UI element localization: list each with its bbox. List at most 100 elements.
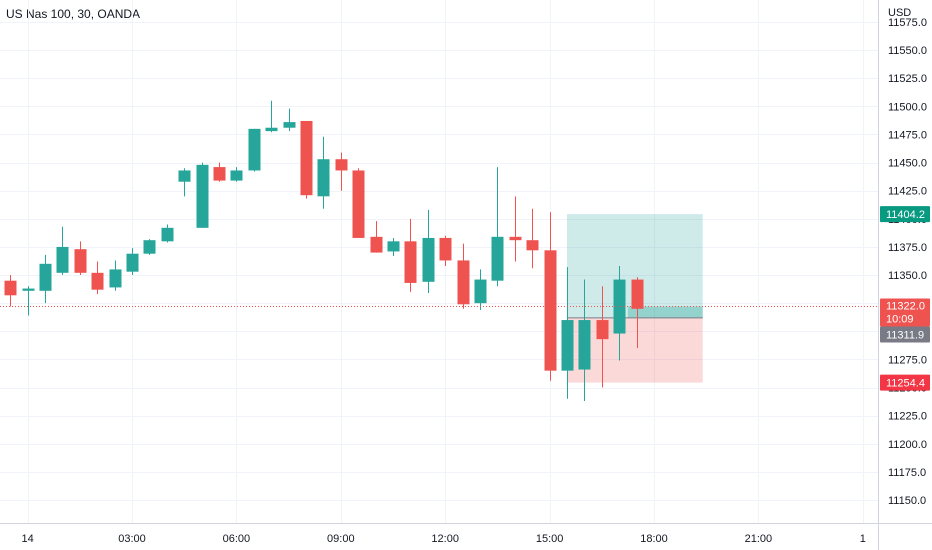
candle <box>439 235 452 267</box>
candle <box>39 254 52 304</box>
candle <box>283 108 296 132</box>
candle-body <box>352 170 365 238</box>
candle <box>404 218 417 292</box>
time-tick-label: 09:00 <box>327 533 355 545</box>
candle <box>387 237 400 256</box>
time-tick-label: 15:00 <box>536 533 564 545</box>
candle <box>422 209 435 294</box>
candle-body <box>143 240 156 254</box>
candle <box>491 167 504 287</box>
price-tag <box>880 374 930 391</box>
candle <box>509 196 522 262</box>
candle <box>143 239 156 255</box>
price-tag-label: 11254.4 <box>886 378 925 390</box>
candle-body <box>422 237 435 282</box>
candle <box>213 162 226 182</box>
price-tick-label: 11275.0 <box>888 354 927 366</box>
price-tick-label: 11550.0 <box>888 45 927 57</box>
time-tick-label: 1 <box>860 533 866 545</box>
candle-body <box>317 159 330 197</box>
price-tick-label: 11375.0 <box>888 242 927 254</box>
candle-body <box>526 240 539 251</box>
candle <box>370 221 383 253</box>
candle <box>248 128 261 172</box>
candle <box>4 275 17 307</box>
candle <box>352 168 365 238</box>
candle <box>178 168 191 197</box>
candle <box>544 212 557 381</box>
candle <box>91 261 104 295</box>
candle <box>596 286 609 388</box>
candle <box>317 136 330 209</box>
candle-body <box>56 246 69 273</box>
candle <box>335 152 348 191</box>
candle-body <box>22 288 35 291</box>
candle-body <box>613 279 626 334</box>
time-tick-label: 18:00 <box>640 533 668 545</box>
candle-body <box>39 263 52 291</box>
price-tick-label: 11225.0 <box>888 411 927 423</box>
last-price-tag <box>880 298 930 327</box>
candle-body <box>161 227 174 242</box>
candle <box>561 267 574 399</box>
candle <box>109 260 122 291</box>
price-tick-label: 11175.0 <box>888 467 926 479</box>
price-tick-label: 11150.0 <box>888 495 926 507</box>
price-tag <box>880 206 930 223</box>
candle <box>56 226 69 276</box>
candle-body <box>596 320 609 340</box>
open-profit-zone <box>627 306 703 318</box>
price-tag <box>880 326 930 343</box>
price-tag-label: 11311.9 <box>886 330 924 342</box>
candle-body <box>631 279 644 309</box>
candle <box>300 120 313 199</box>
candle-body <box>370 236 383 253</box>
candle-body <box>213 167 226 181</box>
price-tick-label: 11200.0 <box>888 439 927 451</box>
candle-body <box>265 127 278 132</box>
candle <box>578 279 591 402</box>
candle <box>631 277 644 349</box>
candle-body <box>404 241 417 283</box>
price-tick-label: 11350.0 <box>888 270 927 282</box>
candle-body <box>109 269 122 288</box>
grid-lines <box>0 0 878 523</box>
candle-body <box>561 320 574 371</box>
candle <box>22 286 35 316</box>
price-tag-label: 11404.2 <box>886 209 925 221</box>
candle-body <box>439 237 452 261</box>
price-tick-label: 11500.0 <box>888 101 927 113</box>
candle-body <box>283 122 296 128</box>
candle-body <box>91 272 104 290</box>
candle <box>230 167 243 182</box>
candle-body <box>544 250 557 371</box>
price-tick-label: 11575.0 <box>888 17 927 29</box>
candle-body <box>457 260 470 305</box>
candles-layer <box>4 100 644 402</box>
time-tick-label: 12:00 <box>431 533 459 545</box>
candle-body <box>178 170 191 182</box>
last-price-value: 11322.0 <box>886 301 925 313</box>
candle <box>526 208 539 269</box>
currency-label: USD <box>888 7 911 19</box>
candle <box>613 266 626 361</box>
time-tick-label: 21:00 <box>745 533 773 545</box>
price-axis-ticks[interactable]: 11150.011175.011200.011225.011250.011275… <box>888 17 927 507</box>
time-axis-ticks[interactable]: 14 03:00 06:00 09:00 12:00 15:00 18:00 21:00 1 <box>21 533 865 545</box>
time-tick-label: 03:00 <box>118 533 146 545</box>
bar-countdown: 10:09 <box>886 314 914 326</box>
candle <box>196 162 209 228</box>
candle <box>126 248 139 276</box>
candle-body <box>230 170 243 181</box>
time-tick-label: 06:00 <box>223 533 251 545</box>
candle-body <box>509 236 522 241</box>
candle-body <box>491 236 504 281</box>
chart-title: US Nas 100, 30, OANDA <box>6 7 141 21</box>
candle-body <box>4 280 17 296</box>
candle <box>474 269 487 310</box>
candle-body <box>74 249 87 273</box>
price-tick-label: 11450.0 <box>888 158 927 170</box>
price-tick-label: 11425.0 <box>888 186 927 198</box>
